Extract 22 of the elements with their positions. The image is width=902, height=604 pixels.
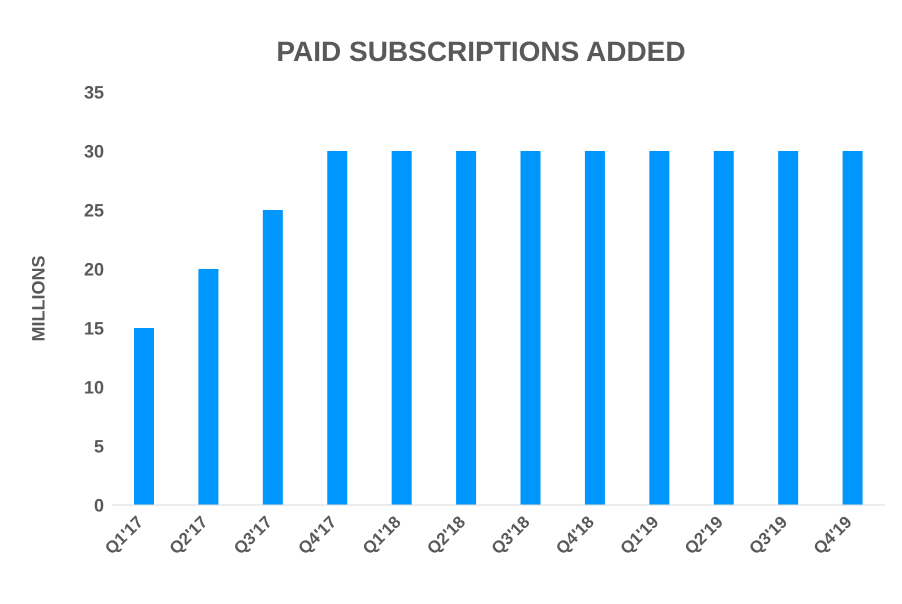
bar (456, 151, 476, 505)
chart-title: PAID SUBSCRIPTIONS ADDED (275, 35, 687, 68)
y-axis-title: MILLIONS (28, 256, 48, 342)
bar (520, 151, 540, 505)
y-tick-label: 15 (84, 318, 104, 338)
bar (134, 328, 154, 505)
y-tick-label: 0 (94, 495, 104, 516)
y-tick-label: 5 (94, 436, 104, 456)
y-tick-label: 25 (84, 200, 104, 220)
bar (327, 151, 348, 505)
bar (198, 269, 218, 505)
bar (778, 151, 798, 505)
bar (584, 151, 605, 505)
bar (392, 151, 412, 505)
bar (842, 151, 863, 505)
bar (714, 151, 734, 505)
y-tick-label: 30 (84, 141, 104, 162)
y-tick-label: 10 (84, 377, 104, 398)
bar (262, 210, 283, 505)
y-tick-label: 20 (84, 259, 104, 280)
y-tick-label: 35 (84, 82, 104, 102)
bar (649, 151, 670, 505)
